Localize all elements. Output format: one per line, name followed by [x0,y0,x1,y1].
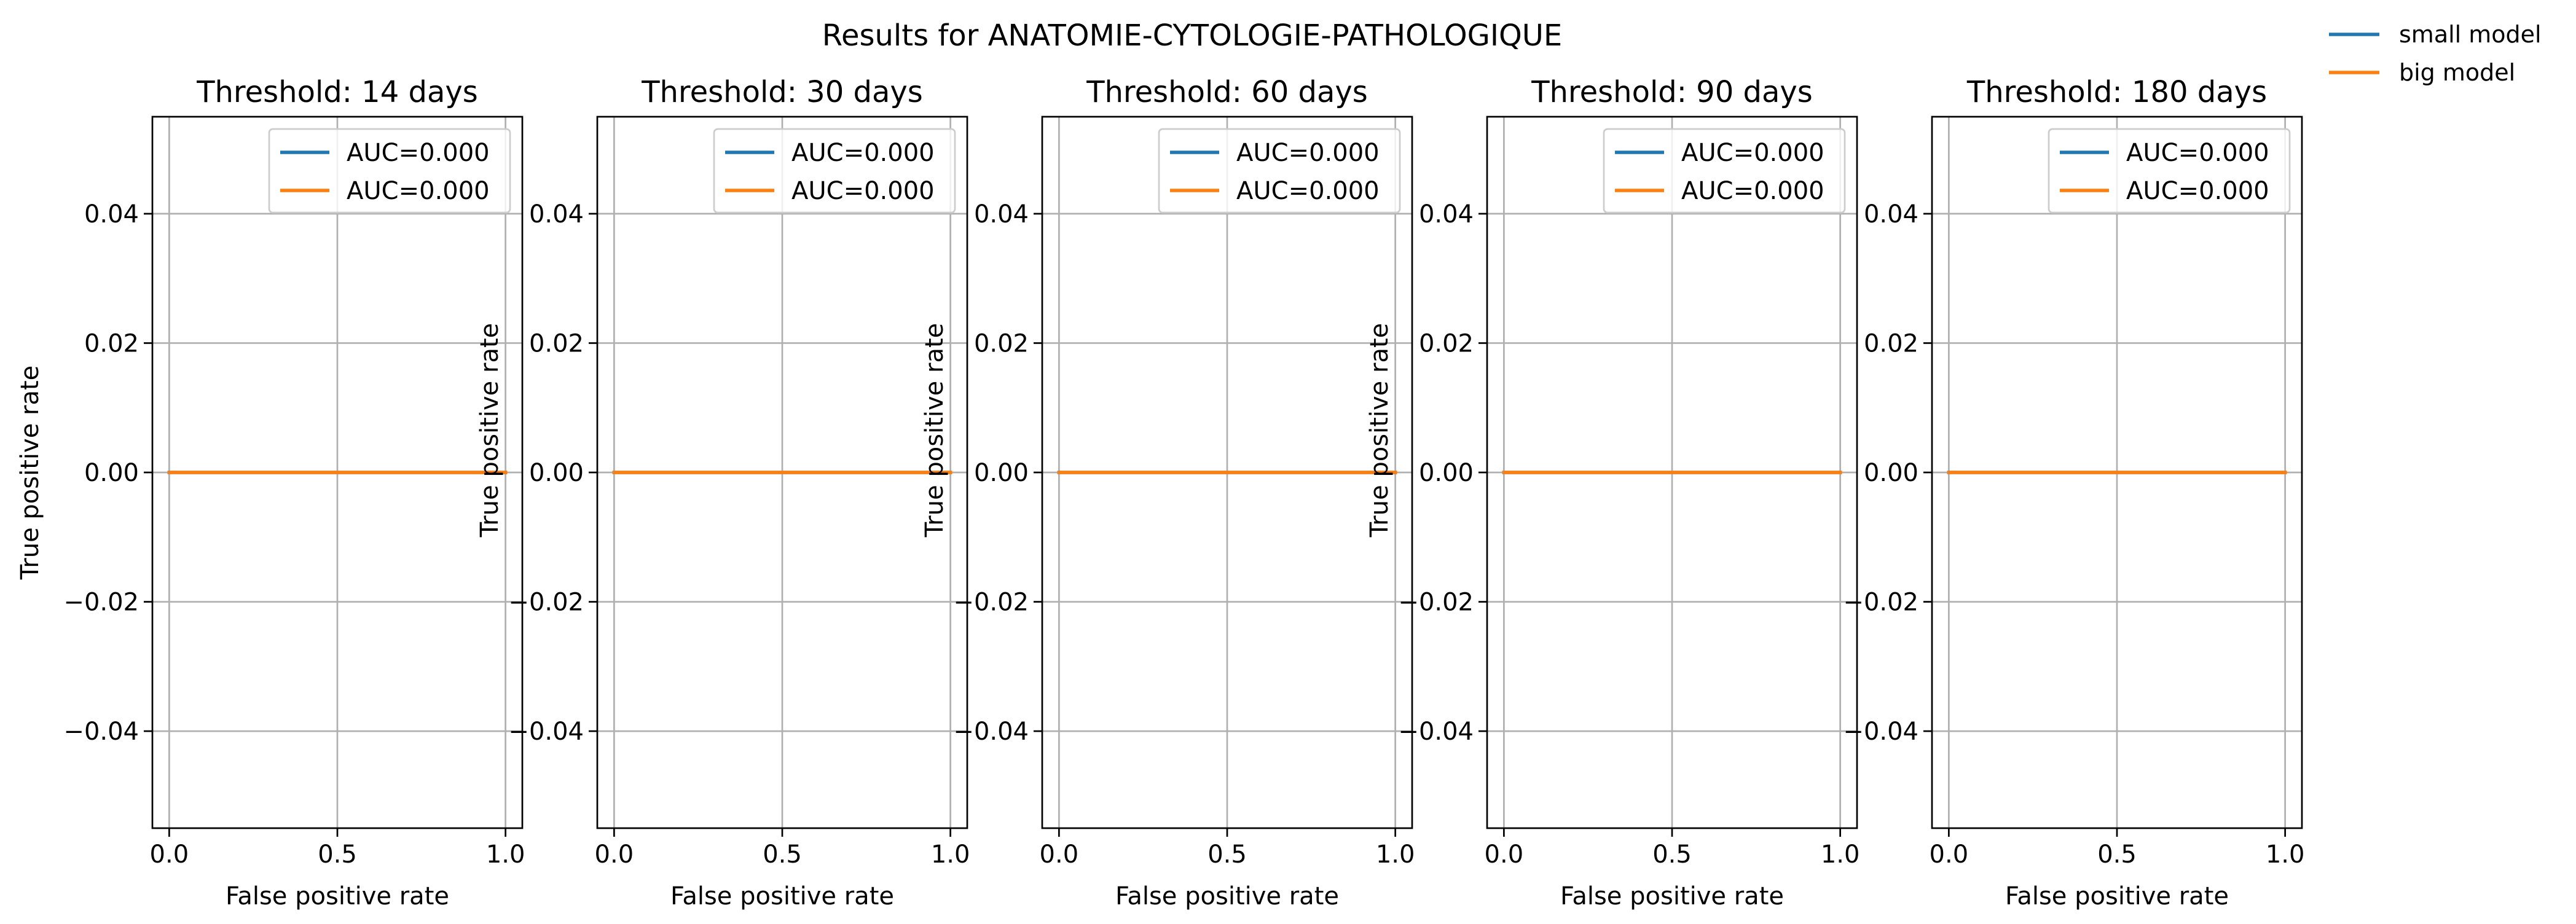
y-tick-label: 0.00 [1419,459,1474,487]
y-tick-label: 0.04 [529,200,584,229]
y-axis-label: True positive rate [476,323,504,538]
y-tick-label: −0.04 [1398,718,1474,746]
y-tick-label: −0.04 [508,718,584,746]
roc-panel-4: 0.0 0.5 1.0 −0.04 −0.02 0.00 0.02 0.04 Threshold… [1365,75,1859,910]
y-tick-label: 0.00 [1864,459,1918,487]
panel-legend: AUC=0.000 AUC=0.000 [713,128,956,214]
panel-title: Threshold: 14 days [196,75,478,109]
y-axis-label: True positive rate [1365,323,1394,538]
y-tick-label: 0.00 [84,459,139,487]
y-tick-label: 0.04 [84,200,139,229]
x-tick-label: 1.0 [2266,840,2305,869]
y-tick-label: 0.02 [529,329,584,358]
y-tick-label: −0.04 [953,718,1029,746]
x-tick-label: 1.0 [1376,840,1415,869]
x-axis-label: False positive rate [1560,882,1784,910]
x-tick-label: 0.0 [1930,840,1969,869]
panel-title: Threshold: 90 days [1531,75,1813,109]
y-tick-label: 0.00 [529,459,584,487]
x-tick-label: 1.0 [486,840,525,869]
x-axis-label: False positive rate [226,882,449,910]
panel-legend: AUC=0.000 AUC=0.000 [1603,128,1846,214]
y-tick-label: 0.04 [1419,200,1474,229]
figure-legend-label: small model [2399,21,2542,48]
y-tick-label: 0.04 [974,200,1029,229]
y-tick-label: −0.02 [508,589,584,617]
x-axis-label: False positive rate [2005,882,2229,910]
y-tick-label: −0.04 [1843,718,1918,746]
legend-label: AUC=0.000 [1681,139,1824,167]
legend-label: AUC=0.000 [2126,139,2269,167]
legend-label: AUC=0.000 [791,139,935,167]
figure-title: Results for ANATOMIE-CYTOLOGIE-PATHOLOGI… [822,18,1563,53]
figure-legend-label: big model [2399,59,2515,86]
panel-title: Threshold: 180 days [1966,75,2267,109]
y-tick-label: −0.02 [1398,589,1474,617]
x-tick-label: 1.0 [1821,840,1860,869]
panel-legend: AUC=0.000 AUC=0.000 [268,128,511,214]
y-axis-label: True positive rate [16,366,44,581]
x-tick-label: 0.0 [595,840,634,869]
x-axis-label: False positive rate [670,882,894,910]
x-tick-label: 0.5 [1652,840,1692,869]
roc-panel-2: 0.0 0.5 1.0 −0.04 −0.02 0.00 0.02 0.04 Threshold… [476,75,970,910]
legend-label: AUC=0.000 [791,177,935,205]
x-tick-label: 0.5 [763,840,802,869]
panel-title: Threshold: 60 days [1086,75,1368,109]
roc-panels: 0.0 0.5 1.0 −0.04 −0.02 0.00 0.02 0.04 Threshold… [16,75,2304,910]
x-tick-label: 0.5 [1208,840,1247,869]
x-tick-label: 0.0 [1485,840,1524,869]
x-tick-label: 1.0 [931,840,970,869]
roc-panel-5: 0.0 0.5 1.0 −0.04 −0.02 0.00 0.02 0.04 Threshold… [1843,75,2304,910]
x-tick-label: 0.5 [2097,840,2137,869]
x-tick-label: 0.0 [1040,840,1079,869]
y-tick-label: −0.02 [953,589,1029,617]
x-axis-label: False positive rate [1115,882,1339,910]
y-tick-label: 0.02 [1864,329,1918,358]
legend-label: AUC=0.000 [2126,177,2269,205]
legend-label: AUC=0.000 [1236,139,1380,167]
y-tick-label: 0.02 [1419,329,1474,358]
figure-legend: small model big model [2329,21,2542,86]
y-tick-label: 0.00 [974,459,1029,487]
x-tick-label: 0.0 [150,840,189,869]
y-tick-label: 0.02 [974,329,1029,358]
legend-label: AUC=0.000 [1236,177,1380,205]
x-tick-label: 0.5 [318,840,357,869]
roc-panel-3: 0.0 0.5 1.0 −0.04 −0.02 0.00 0.02 0.04 Threshold… [921,75,1415,910]
panel-legend: AUC=0.000 AUC=0.000 [2048,128,2291,214]
roc-panel-1: 0.0 0.5 1.0 −0.04 −0.02 0.00 0.02 0.04 Threshold… [16,75,525,910]
y-tick-label: 0.02 [84,329,139,358]
legend-label: AUC=0.000 [1681,177,1824,205]
panel-title: Threshold: 30 days [641,75,923,109]
y-tick-label: 0.04 [1864,200,1918,229]
legend-label: AUC=0.000 [347,177,490,205]
y-axis-label: True positive rate [921,323,949,538]
panel-legend: AUC=0.000 AUC=0.000 [1158,128,1401,214]
legend-label: AUC=0.000 [347,139,490,167]
y-tick-label: −0.02 [63,589,139,617]
y-tick-label: −0.02 [1843,589,1918,617]
y-tick-label: −0.04 [63,718,139,746]
